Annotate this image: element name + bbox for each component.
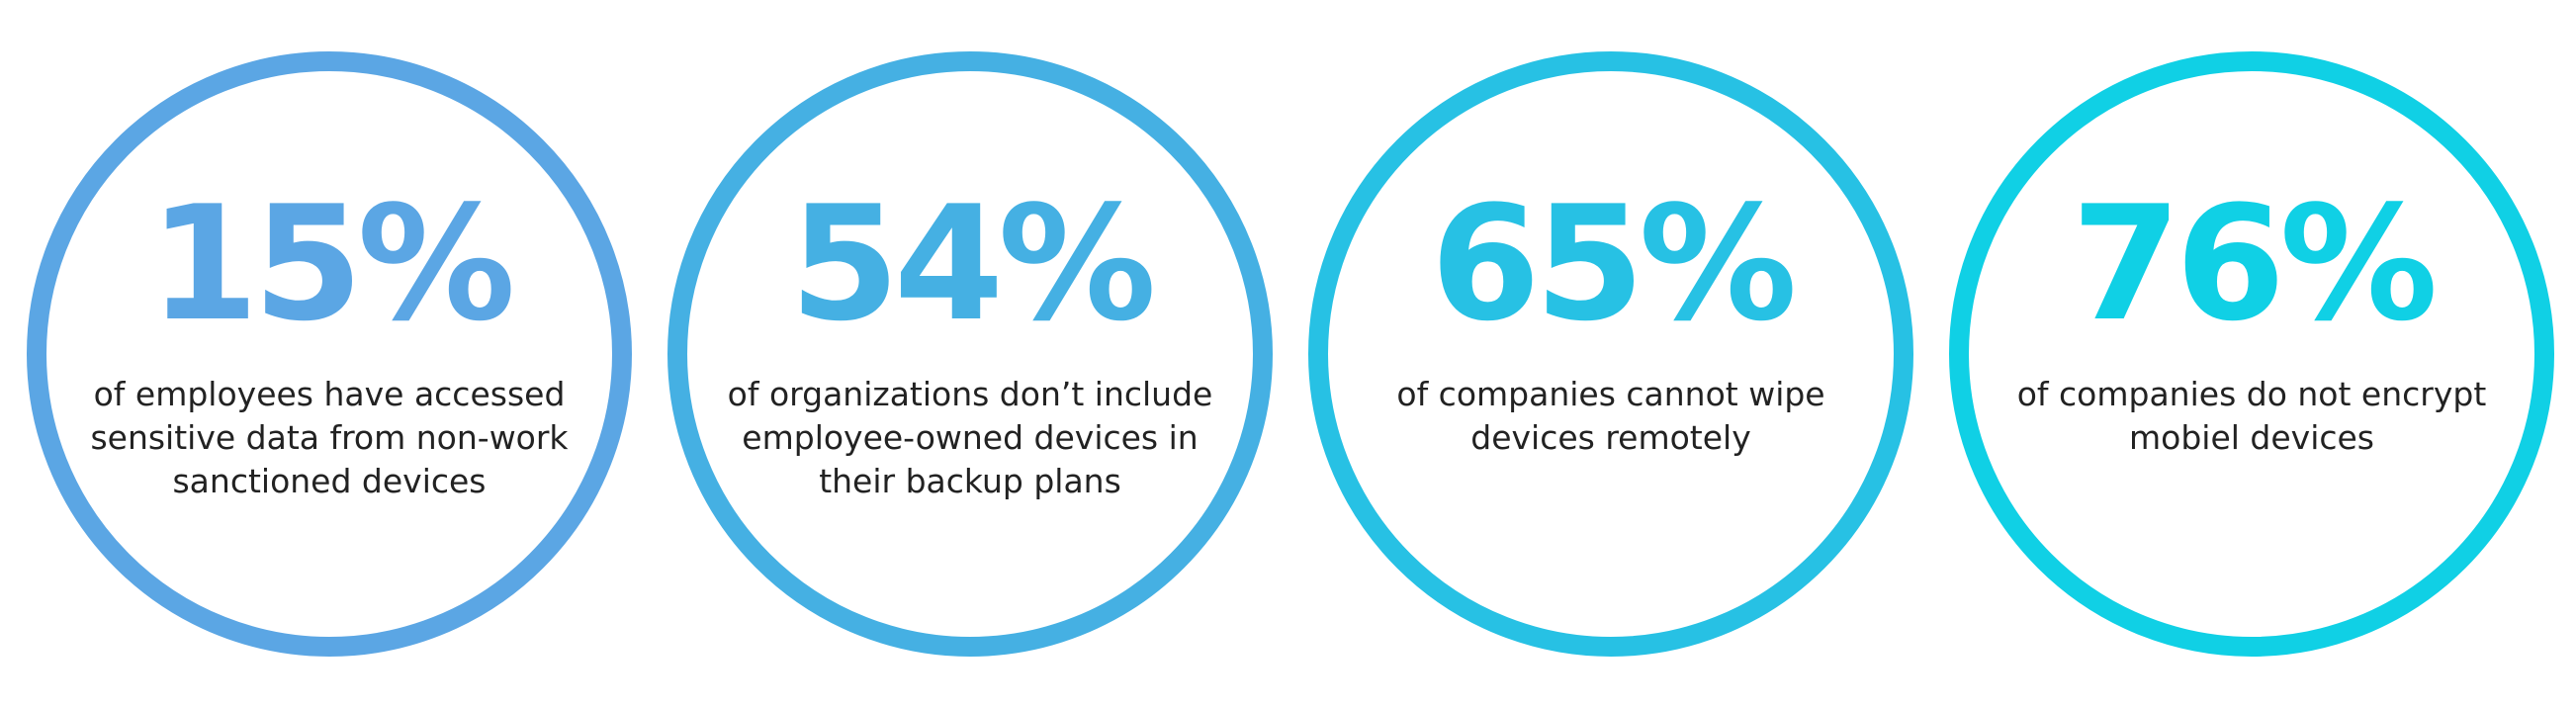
stat-circle-1: 15% of employees have accessed sensitive… — [27, 51, 632, 657]
stat-circle-3: 65% of companies cannot wipe devices rem… — [1308, 51, 1913, 657]
stat-description: of companies cannot wipe devices remotel… — [1396, 375, 1825, 457]
stat-value: 15% — [148, 171, 516, 356]
stat-value: 54% — [789, 171, 1157, 356]
stat-description: of companies do not encrypt mobiel devic… — [2016, 375, 2487, 457]
stat-description: of employees have accessed sensitive dat… — [90, 375, 569, 500]
stat-circle-2: 54% of organizations don’t include emplo… — [667, 51, 1273, 657]
stat-description: of organizations don’t include employee-… — [727, 375, 1213, 500]
stat-value: 76% — [2071, 171, 2439, 356]
stat-circle-4: 76% of companies do not encrypt mobiel d… — [1949, 51, 2554, 657]
stat-value: 65% — [1430, 171, 1798, 356]
